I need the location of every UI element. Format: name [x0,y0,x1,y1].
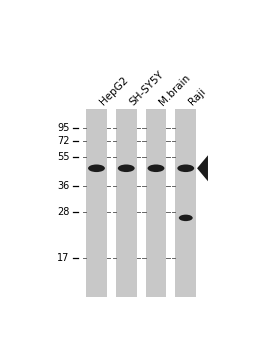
Text: HepG2: HepG2 [98,75,130,107]
Polygon shape [197,155,208,181]
Bar [86,109,107,297]
Bar [146,109,166,297]
Text: 17: 17 [57,253,70,263]
Text: 95: 95 [57,122,70,133]
Text: 72: 72 [57,136,70,146]
Bar [116,109,137,297]
Text: 55: 55 [57,152,70,162]
Ellipse shape [147,164,164,172]
Text: 36: 36 [57,181,70,191]
Text: SH-SY5Y: SH-SY5Y [128,69,166,107]
Ellipse shape [88,164,105,172]
Text: Raji: Raji [187,87,208,107]
Text: M.brain: M.brain [158,73,193,107]
Ellipse shape [118,164,135,172]
Text: 28: 28 [57,207,70,216]
Bar [175,109,196,297]
Ellipse shape [177,164,194,172]
Ellipse shape [179,215,193,221]
